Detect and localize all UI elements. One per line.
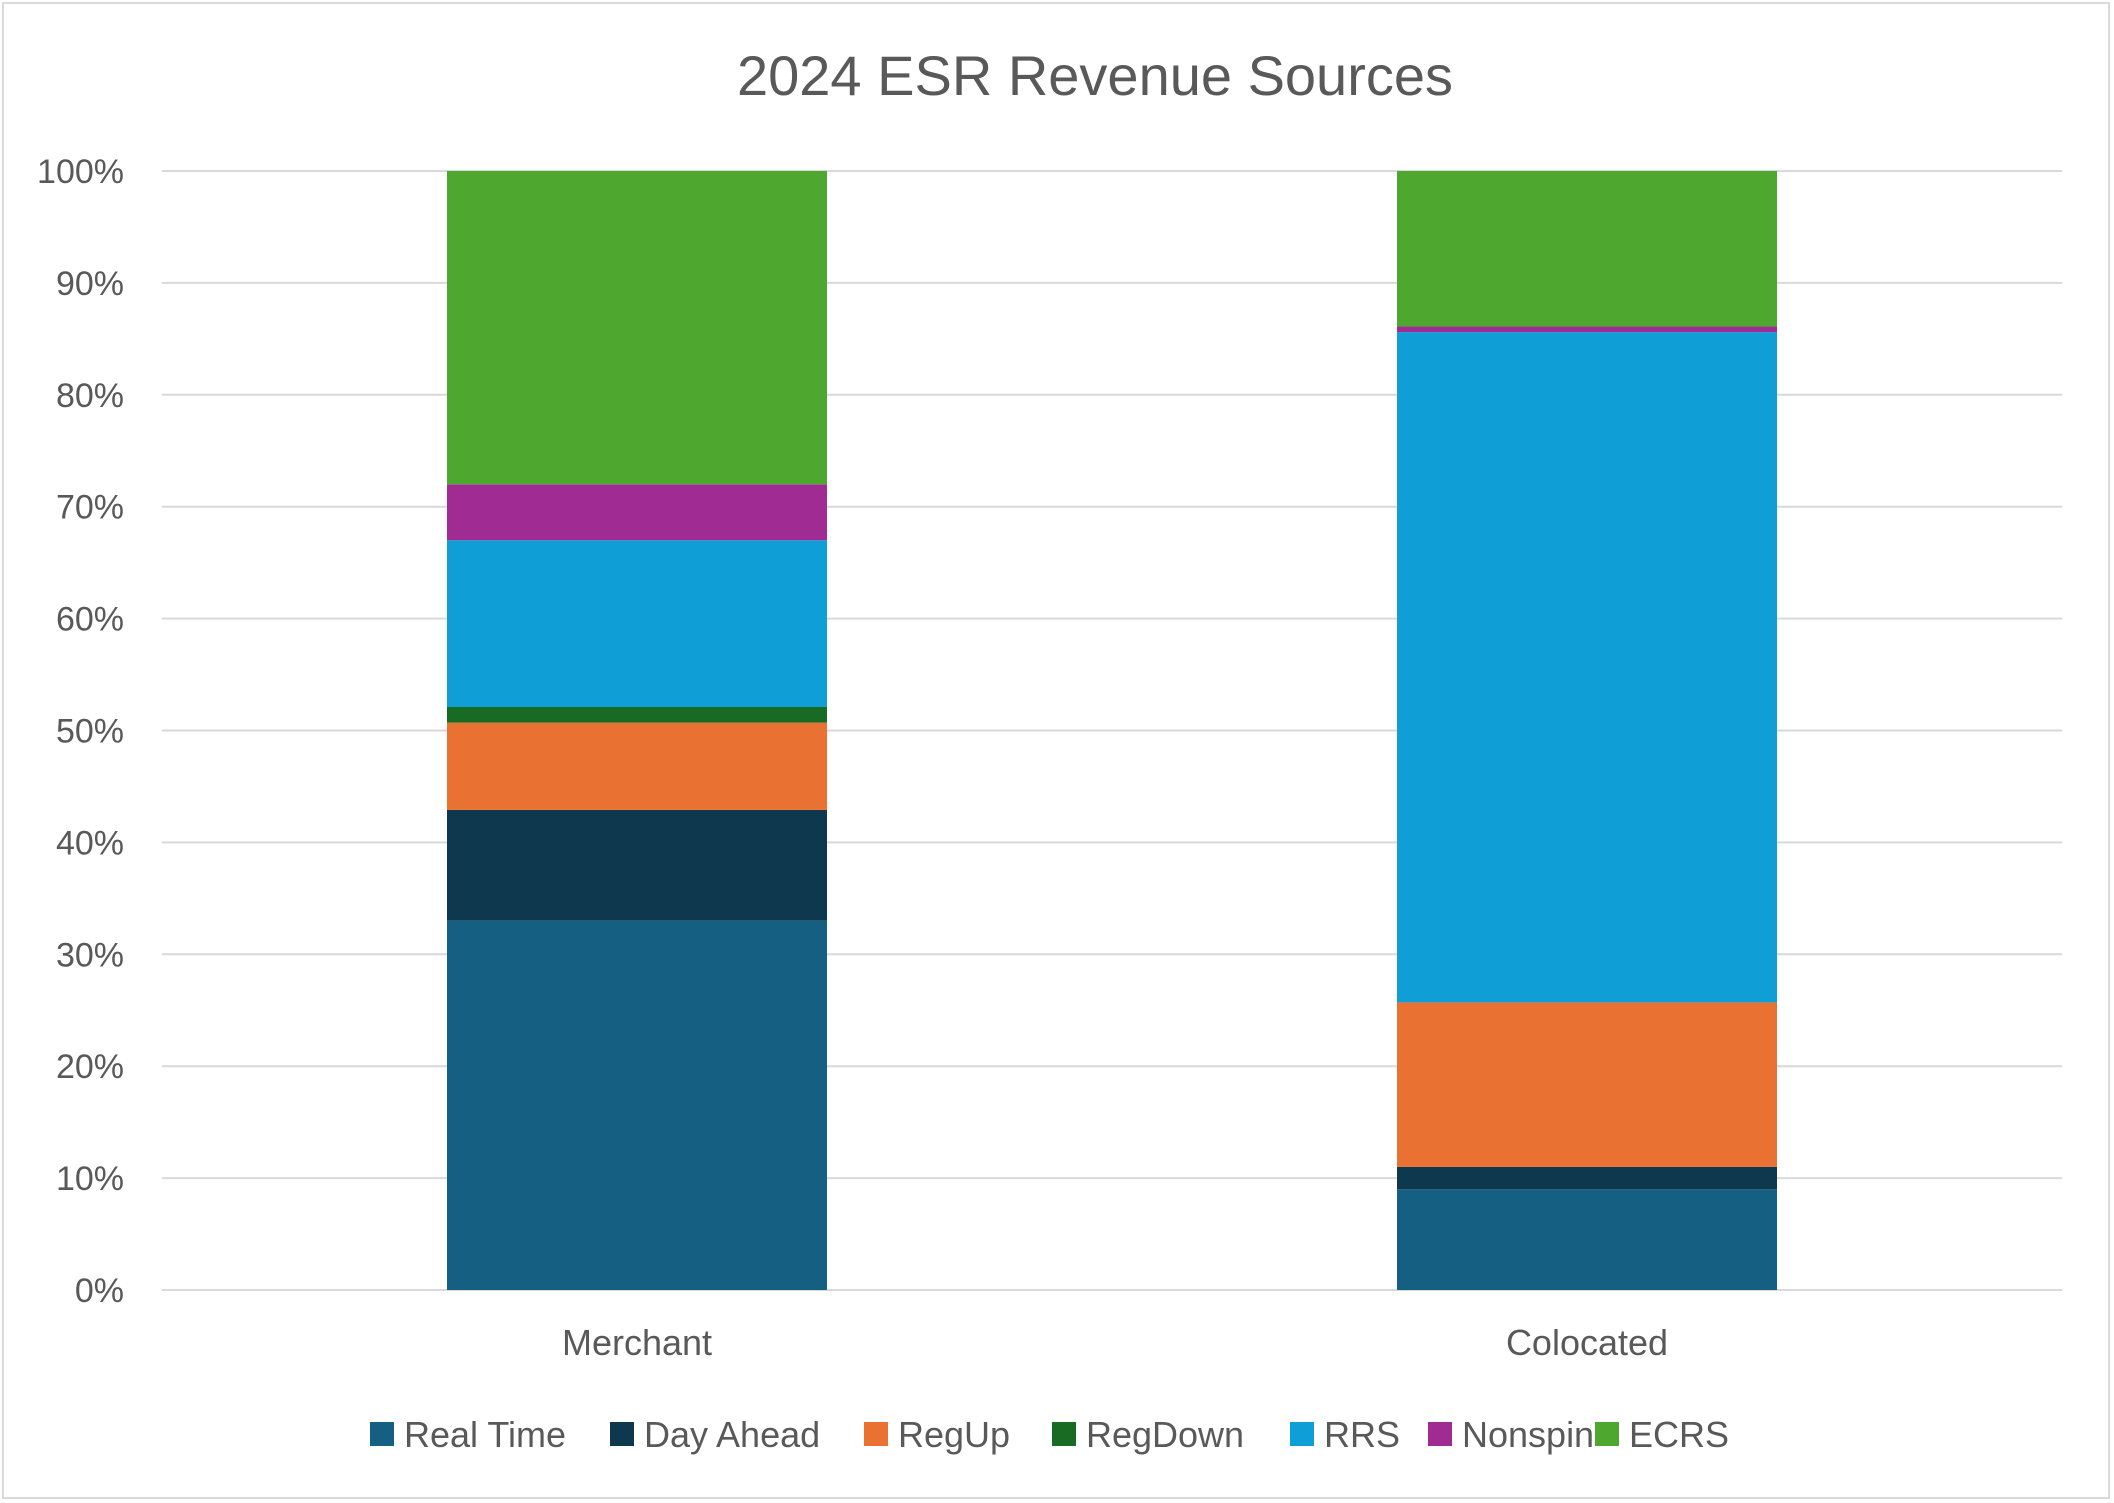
- legend-swatch-ecrs: [1595, 1422, 1619, 1446]
- y-tick-label-6: 60%: [56, 601, 124, 639]
- legend-label-nonspin: Nonspin: [1462, 1414, 1594, 1455]
- legend-label-real-time: Real Time: [404, 1414, 566, 1455]
- bar-merchant-day-ahead: [447, 809, 827, 921]
- y-tick-label-0: 0%: [75, 1272, 124, 1310]
- legend-swatch-regdown: [1052, 1422, 1076, 1446]
- legend: Real Time Day Ahead RegUp RegDown RRS Nonspin…: [370, 1414, 1729, 1455]
- bar-merchant-rrs: [447, 540, 827, 708]
- bar-stacks: [447, 171, 1777, 1290]
- legend-swatch-day-ahead: [610, 1422, 634, 1446]
- legend-swatch-rrs: [1290, 1422, 1314, 1446]
- x-category-label-merchant: Merchant: [562, 1322, 712, 1363]
- x-axis-category-labels: Merchant Colocated: [562, 1322, 1668, 1363]
- y-tick-label-5: 50%: [56, 713, 124, 751]
- y-tick-label-10: 100%: [37, 153, 124, 191]
- bar-merchant-regup: [447, 722, 827, 810]
- y-tick-label-8: 80%: [56, 377, 124, 415]
- legend-label-ecrs: ECRS: [1629, 1414, 1729, 1455]
- y-tick-label-7: 70%: [56, 489, 124, 527]
- y-tick-label-3: 30%: [56, 936, 124, 974]
- legend-swatch-real-time: [370, 1422, 394, 1446]
- bar-merchant-nonspin: [447, 484, 827, 541]
- bar-colocated-nonspin: [1397, 326, 1777, 333]
- legend-label-regup: RegUp: [898, 1414, 1010, 1455]
- bar-merchant-real-time: [447, 920, 827, 1290]
- bar-merchant-ecrs: [447, 171, 827, 485]
- bar-colocated-real-time: [1397, 1189, 1777, 1290]
- legend-label-rrs: RRS: [1324, 1414, 1400, 1455]
- bar-colocated-day-ahead: [1397, 1166, 1777, 1190]
- bar-colocated-rrs: [1397, 332, 1777, 1003]
- bar-colocated-regup: [1397, 1002, 1777, 1167]
- bar-merchant-regdown: [447, 707, 827, 723]
- x-category-label-colocated: Colocated: [1506, 1322, 1668, 1363]
- bar-colocated-ecrs: [1397, 171, 1777, 327]
- legend-swatch-regup: [864, 1422, 888, 1446]
- y-tick-label-4: 40%: [56, 824, 124, 862]
- legend-label-regdown: RegDown: [1086, 1414, 1244, 1455]
- chart-title: 2024 ESR Revenue Sources: [737, 44, 1453, 107]
- y-tick-label-9: 90%: [56, 265, 124, 303]
- y-tick-label-2: 20%: [56, 1048, 124, 1086]
- y-tick-label-1: 10%: [56, 1160, 124, 1198]
- y-axis-tick-labels: 0% 10% 20% 30% 40% 50% 60% 70% 80% 90% 100%: [37, 153, 124, 1310]
- legend-swatch-nonspin: [1428, 1422, 1452, 1446]
- legend-label-day-ahead: Day Ahead: [644, 1414, 820, 1455]
